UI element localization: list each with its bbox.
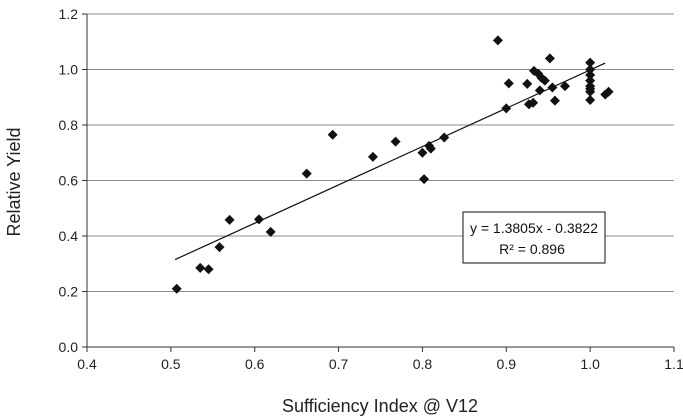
x-axis-title: Sufficiency Index @ V12 xyxy=(282,396,478,416)
data-point xyxy=(549,95,560,106)
y-tick-label: 0.8 xyxy=(59,117,79,133)
data-point xyxy=(195,262,206,273)
x-tick-label: 0.8 xyxy=(413,356,433,372)
data-point xyxy=(439,132,450,143)
y-tick-label: 0.4 xyxy=(59,228,79,244)
data-point xyxy=(171,283,182,294)
tick-labels: 0.0 0.2 0.4 0.6 0.8 1.0 1.2 0.4 0.5 0.6 0.7 0.8 0.9 1… xyxy=(59,6,683,372)
y-tick-label: 1.0 xyxy=(59,62,79,78)
equation-box: y = 1.3805x - 0.3822 R² = 0.896 xyxy=(462,211,606,264)
x-tick-label: 0.9 xyxy=(497,356,517,372)
data-point xyxy=(585,57,596,68)
data-point xyxy=(528,97,539,108)
data-point xyxy=(301,168,312,179)
data-point xyxy=(585,64,596,75)
data-point xyxy=(547,82,558,93)
x-tick-label: 0.6 xyxy=(245,356,265,372)
data-points xyxy=(171,35,614,294)
data-point xyxy=(544,53,555,64)
data-point xyxy=(224,214,235,225)
data-point xyxy=(503,78,514,89)
data-point xyxy=(534,85,545,96)
data-point xyxy=(522,78,533,89)
data-point xyxy=(585,95,596,106)
data-point xyxy=(390,136,401,147)
data-point xyxy=(417,147,428,158)
trendline-equation: y = 1.3805x - 0.3822 xyxy=(470,220,598,236)
data-point xyxy=(501,103,512,114)
data-point xyxy=(425,143,436,154)
data-point xyxy=(585,86,596,97)
gridlines xyxy=(87,13,674,292)
x-tick-label: 1.0 xyxy=(580,356,600,372)
data-point xyxy=(265,226,276,237)
data-point xyxy=(419,174,430,185)
y-tick-label: 0.2 xyxy=(59,284,79,300)
data-point xyxy=(367,151,378,162)
y-axis-title: Relative Yield xyxy=(4,127,24,236)
data-point xyxy=(585,75,596,86)
x-tick-label: 0.5 xyxy=(161,356,181,372)
data-point xyxy=(203,264,214,275)
x-tick-label: 0.4 xyxy=(77,356,97,372)
x-tick-label: 1.1 xyxy=(664,356,683,372)
axes xyxy=(82,13,675,352)
data-point xyxy=(585,70,596,81)
data-point xyxy=(327,129,338,140)
data-point xyxy=(559,81,570,92)
data-point xyxy=(603,86,614,97)
y-tick-label: 1.2 xyxy=(59,6,79,22)
y-tick-label: 0.6 xyxy=(59,173,79,189)
data-point xyxy=(253,214,264,225)
data-point xyxy=(492,35,503,46)
r-squared-label: R² = 0.896 xyxy=(499,241,565,257)
trendline xyxy=(174,62,606,261)
data-point xyxy=(539,75,550,86)
y-tick-label: 0.0 xyxy=(59,339,79,355)
x-tick-label: 0.7 xyxy=(329,356,349,372)
data-point xyxy=(214,242,225,253)
